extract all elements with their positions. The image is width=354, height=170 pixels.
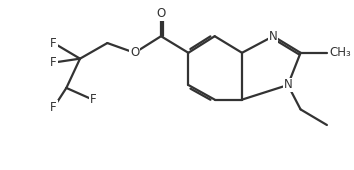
Text: F: F [50, 101, 57, 114]
Text: F: F [50, 37, 57, 49]
Text: F: F [50, 56, 57, 69]
Text: O: O [156, 7, 166, 20]
Text: N: N [269, 30, 278, 43]
Text: O: O [130, 46, 139, 59]
Text: F: F [90, 93, 96, 106]
Text: N: N [284, 79, 292, 91]
Text: CH₃: CH₃ [330, 46, 352, 59]
